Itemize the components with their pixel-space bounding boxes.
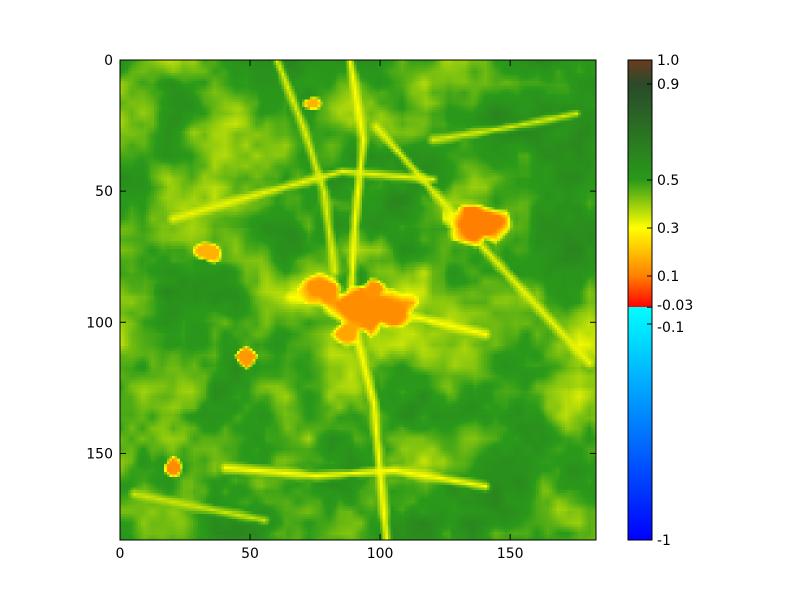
heatmap-area <box>119 59 597 541</box>
plot-frame <box>119 59 597 541</box>
colorbar-tick-label: 1.0 <box>657 53 679 69</box>
colorbar-tick-label: 0.5 <box>657 173 679 189</box>
x-axis-ticks: 0 50 100 150 <box>116 60 524 562</box>
colorbar-ticks: 1.0 0.9 0.5 0.3 0.1 -0.03 -0.1 -1 <box>647 53 693 549</box>
heatmap-image-frame <box>120 60 596 540</box>
y-axis-ticks: 0 50 100 150 <box>86 53 596 462</box>
colorbar-tick-label: -0.03 <box>657 298 693 314</box>
colorbar-tick-label: -0.1 <box>657 320 684 336</box>
y-tick-label: 0 <box>104 53 113 69</box>
colorbar-tick-label: 0.9 <box>657 77 679 93</box>
colorbar-tick-label: -1 <box>657 533 671 549</box>
colorbar-tick-label: 0.1 <box>657 269 679 285</box>
colorbar: 1.0 0.9 0.5 0.3 0.1 -0.03 -0.1 -1 <box>627 53 693 549</box>
heatmap-image <box>120 60 596 540</box>
colorbar-bar <box>627 59 653 541</box>
y-tick-label: 100 <box>86 315 113 331</box>
x-tick-label: 100 <box>367 546 394 562</box>
y-tick-label: 150 <box>86 446 113 462</box>
y-tick-label: 50 <box>95 184 113 200</box>
colorbar-tick-label: 0.3 <box>657 221 679 237</box>
x-tick-label: 50 <box>241 546 259 562</box>
x-tick-label: 0 <box>116 546 125 562</box>
x-tick-label: 150 <box>497 546 524 562</box>
